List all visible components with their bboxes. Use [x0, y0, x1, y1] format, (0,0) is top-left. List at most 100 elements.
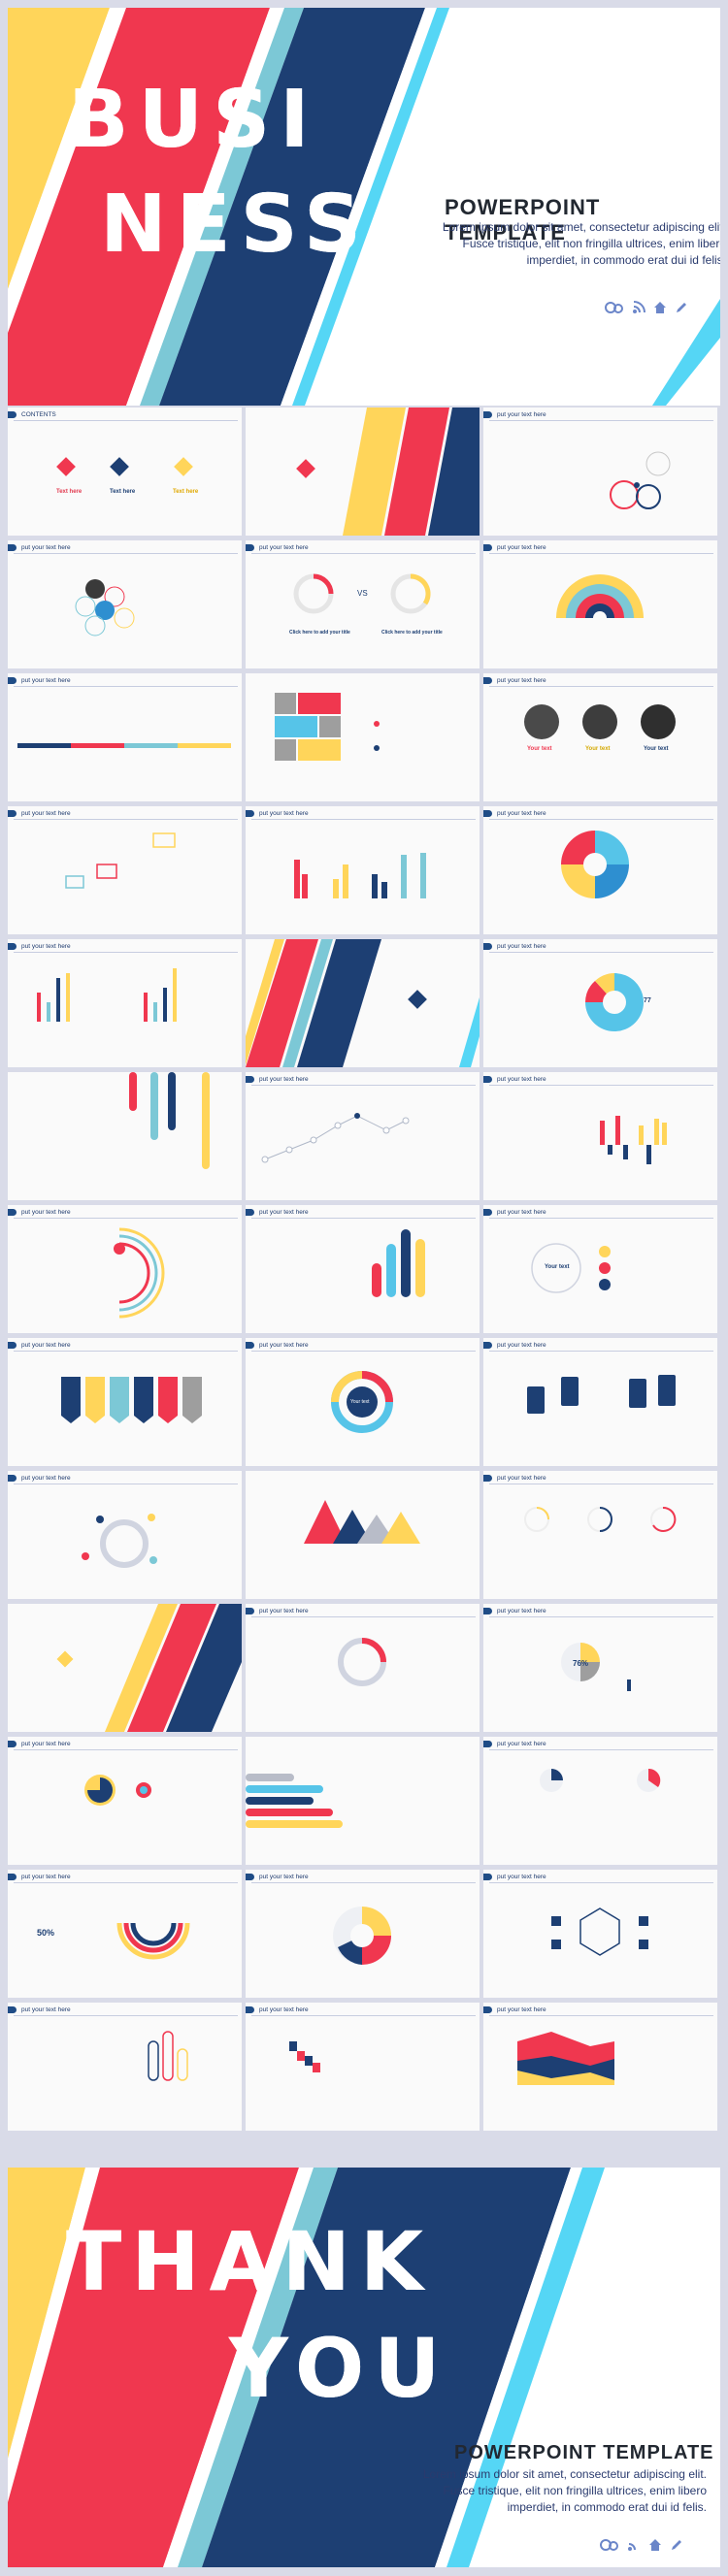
slide-two-pies[interactable]: put your text here [483, 1737, 717, 1865]
slide-team[interactable]: put your text here Your text Your text Y… [483, 673, 717, 801]
your-text-3: Your text [644, 746, 669, 752]
header-label: put your text here [21, 677, 71, 684]
rss-icon[interactable] [627, 2538, 641, 2555]
contents-label: CONTENTS [21, 411, 56, 418]
header-label: put your text here [497, 1741, 546, 1747]
slide-percent[interactable]: put your text here 76% [483, 1604, 717, 1732]
header-label: put your text here [497, 1874, 546, 1880]
your-text-2: Your text [585, 746, 611, 752]
slide-mind-map[interactable]: put your text here [8, 1471, 242, 1599]
slide-pie[interactable]: put your text here 77 [483, 939, 717, 1067]
slide-circles[interactable]: put your text here [483, 408, 717, 536]
slide-contents[interactable]: CONTENTS Text here Text here Text here [8, 408, 242, 536]
slide-test-tubes[interactable]: put your text here [8, 2003, 242, 2131]
slide-progress-circles[interactable]: put your text here [483, 1471, 717, 1599]
header-label: put your text here [21, 1741, 71, 1747]
cover-subtitle: Lorem ipsum dolor sit amet, consectetur … [442, 220, 720, 267]
header-label: put your text here [497, 1608, 546, 1614]
your-text-1: Your text [527, 746, 552, 752]
slide-ring-chart[interactable]: put your text here Your text [246, 1338, 480, 1466]
header-label: put your text here [21, 1209, 71, 1216]
slide-stacked-bars[interactable] [246, 1737, 480, 1865]
end-title: POWERPOINT TEMPLATE [454, 2442, 714, 2463]
slide-step-chart[interactable]: put your text here [246, 2003, 480, 2131]
slide-vs[interactable]: put your text here VS Click here to add … [246, 540, 480, 668]
header-label: put your text here [497, 2006, 546, 2013]
home-icon[interactable] [648, 2538, 662, 2555]
cover-slide[interactable]: BUSI NESS POWERPOINT TEMPLATE Lorem ipsu… [8, 8, 720, 406]
header-label: put your text here [21, 544, 71, 551]
header-label: put your text here [497, 411, 546, 418]
header-label: put your text here [21, 1475, 71, 1482]
end-word-2: YOU [229, 2321, 450, 2416]
slide-bar-chart-3[interactable]: put your text here [483, 1072, 717, 1200]
pie-percent: 77 [644, 997, 651, 1004]
slide-area-chart[interactable]: put your text here [483, 2003, 717, 2131]
end-subtitle: Lorem ipsum dolor sit amet, consectetur … [422, 2467, 707, 2514]
header-label: put your text here [259, 810, 309, 817]
cover-word-1: BUSI [68, 74, 319, 166]
add-title-2: Click here to add your title [381, 630, 443, 636]
slide-line-chart[interactable]: put your text here [246, 1072, 480, 1200]
end-word-1: THANK [66, 2214, 434, 2309]
header-label: put your text here [497, 544, 546, 551]
cover-word-2: NESS [100, 179, 372, 271]
ring-center-text: Your text [350, 1399, 370, 1405]
header-label: put your text here [21, 1874, 71, 1880]
end-stripes [8, 2168, 605, 2567]
slide-hexagons[interactable]: put your text here [8, 540, 242, 668]
header-label: put your text here [259, 1076, 309, 1083]
header-label: put your text here [259, 544, 309, 551]
slide-column-chart[interactable]: put your text here [246, 1205, 480, 1333]
vs-label: VS [357, 589, 368, 598]
slide-bar-chart-1[interactable]: put your text here [246, 806, 480, 934]
users-icon[interactable] [605, 301, 624, 317]
slide-hex-process[interactable]: put your text here [483, 1870, 717, 1998]
slide-section-divider-1[interactable] [246, 408, 480, 536]
cover-title: POWERPOINT TEMPLATE [445, 195, 601, 245]
slide-half-donut[interactable]: put your text here 50% [8, 1870, 242, 1998]
slide-section-divider-2[interactable] [246, 939, 480, 1067]
slide-donut-segments[interactable]: put your text here [483, 806, 717, 934]
header-label: put your text here [497, 677, 546, 684]
your-text-center: Your text [545, 1264, 570, 1270]
users-icon[interactable] [600, 2538, 619, 2555]
slide-circle-diagram[interactable]: put your text here Your text [483, 1205, 717, 1333]
percent-50: 50% [37, 1928, 55, 1938]
slide-section-divider-3[interactable] [8, 1604, 242, 1732]
header-label: put your text here [259, 1608, 309, 1614]
header-label: put your text here [21, 1342, 71, 1349]
header-label: put your text here [497, 1475, 546, 1482]
text-here-3: Text here [173, 489, 199, 495]
slide-gears[interactable]: put your text here [8, 1737, 242, 1865]
header-label: put your text here [497, 1342, 546, 1349]
slide-boxes[interactable] [246, 673, 480, 801]
slide-vertical-bars[interactable] [8, 1072, 242, 1200]
end-icons [600, 2538, 683, 2555]
header-label: put your text here [259, 1209, 309, 1216]
header-label: put your text here [21, 2006, 71, 2013]
home-icon[interactable] [653, 301, 667, 317]
header-label: put your text here [497, 810, 546, 817]
slide-pie-callouts[interactable]: put your text here [246, 1870, 480, 1998]
text-here-1: Text here [56, 489, 83, 495]
header-label: put your text here [497, 943, 546, 950]
slide-arcs[interactable]: put your text here [8, 1205, 242, 1333]
header-label: put your text here [259, 2006, 309, 2013]
pen-icon[interactable] [675, 301, 688, 317]
add-title-1: Click here to add your title [289, 630, 350, 636]
end-slide[interactable]: THANK YOU POWERPOINT TEMPLATE Lorem ipsu… [8, 2168, 720, 2567]
cover-stripes [8, 8, 720, 406]
slide-phones[interactable]: put your text here [483, 1338, 717, 1466]
rss-icon[interactable] [632, 301, 645, 317]
cover-icons [605, 301, 688, 317]
slide-ribbons[interactable]: put your text here [8, 1338, 242, 1466]
header-label: put your text here [21, 943, 71, 950]
slide-bar-chart-2[interactable]: put your text here [8, 939, 242, 1067]
slide-mountains[interactable] [246, 1471, 480, 1599]
slide-rainbow[interactable]: put your text here [483, 540, 717, 668]
pen-icon[interactable] [670, 2538, 683, 2555]
slide-gauge[interactable]: put your text here [246, 1604, 480, 1732]
slide-chat-boxes[interactable]: put your text here [8, 806, 242, 934]
slide-timeline[interactable]: put your text here [8, 673, 242, 801]
